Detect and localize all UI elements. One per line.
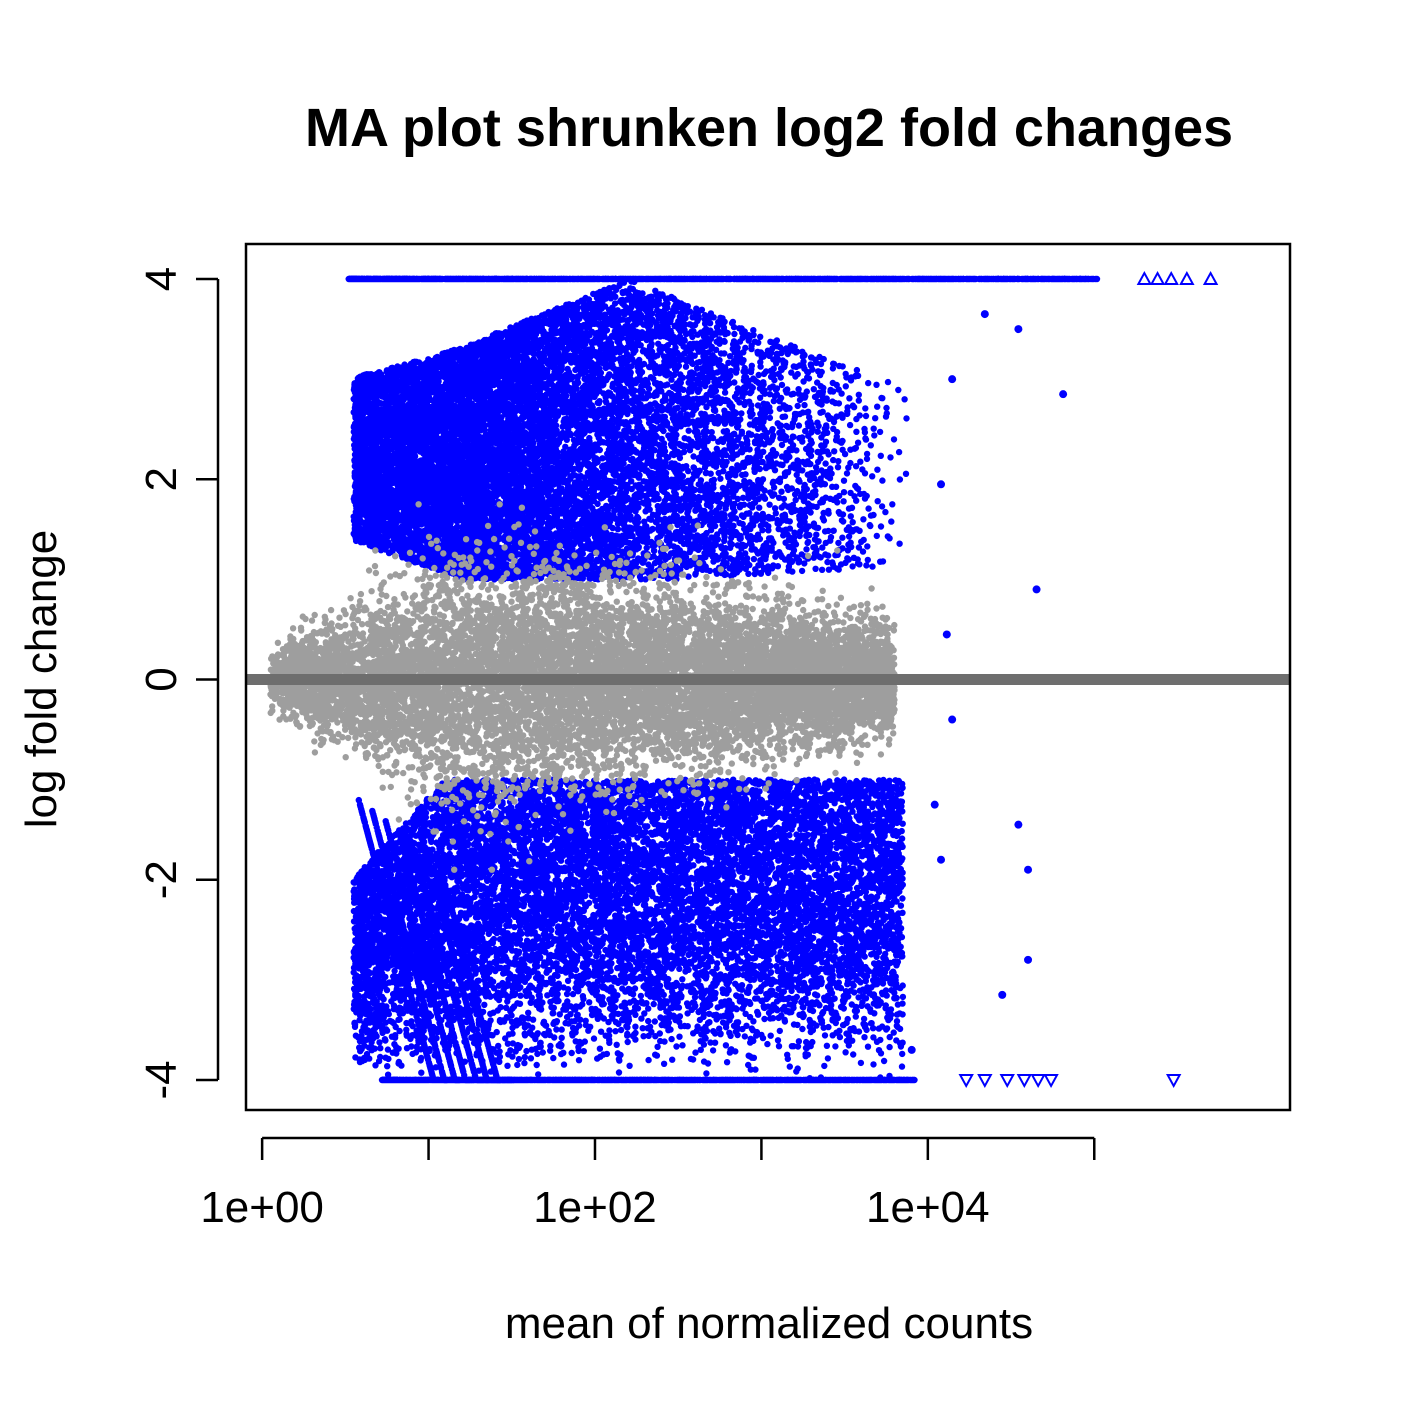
outlier-point [1014,325,1023,334]
clipped-down-point [1030,1073,1046,1089]
outlier-point [907,1045,916,1054]
significant-down-streak [355,796,437,1083]
outlier-point [1059,390,1068,399]
y-axis-label: log fold change [17,530,66,828]
axes-layer: 1e+00 1e+02 1e+04 -4 -2 0 2 4 [137,242,1292,1232]
significant-down-streak [409,839,490,1084]
clipped-top-row [345,275,1101,283]
clipped-down-point [1043,1073,1059,1089]
clipped-up-point [1136,270,1153,286]
y-tick-label: -2 [137,860,186,899]
outlier-point [942,630,951,639]
outlier-point [948,375,957,384]
outlier-point [998,990,1007,999]
x-tick-label: 1e+04 [866,1183,990,1232]
outlier-point [980,310,989,319]
clipped-down-point [977,1073,993,1089]
outlier-point [1032,585,1041,594]
outlier-point [937,480,946,489]
plot-frame [244,242,1292,1112]
points-layer [246,270,1290,1089]
y-tick-label: 0 [137,667,186,691]
chart-title: MA plot shrunken log2 fold changes [305,98,1233,158]
clipped-down-point [958,1073,974,1089]
clipped-bottom-row [378,1076,918,1084]
not-significant-cloud [267,501,898,873]
significant-down-streak [382,818,463,1084]
significant-up-cloud [350,278,910,583]
outlier-point [948,715,957,724]
x-tick-label: 1e+00 [200,1183,324,1232]
significant-down-streak [435,858,517,1084]
clipped-down-point [1016,1073,1033,1089]
significant-down-streak [422,847,503,1084]
significant-down-streak [369,807,450,1084]
clipped-up-point [1179,270,1195,286]
significant-down-cloud [350,776,907,1082]
outlier-point [1024,865,1033,874]
x-axis-label: mean of normalized counts [505,1299,1033,1348]
clipped-up-point [1202,270,1219,286]
y-tick-label: 4 [137,267,186,291]
outlier-point [1024,955,1033,964]
y-tick-label: -4 [137,1060,186,1099]
outlier-point [930,800,939,809]
y-tick-label: 2 [137,467,186,491]
clipped-up-point [1149,270,1166,286]
outlier-point [937,855,946,864]
significant-down-streak [396,831,477,1084]
clipped-down-point [999,1073,1015,1089]
clipped-up-point [1163,270,1179,286]
x-tick-label: 1e+02 [533,1183,657,1232]
outlier-point [1014,820,1023,829]
clipped-down-point [1165,1073,1182,1089]
